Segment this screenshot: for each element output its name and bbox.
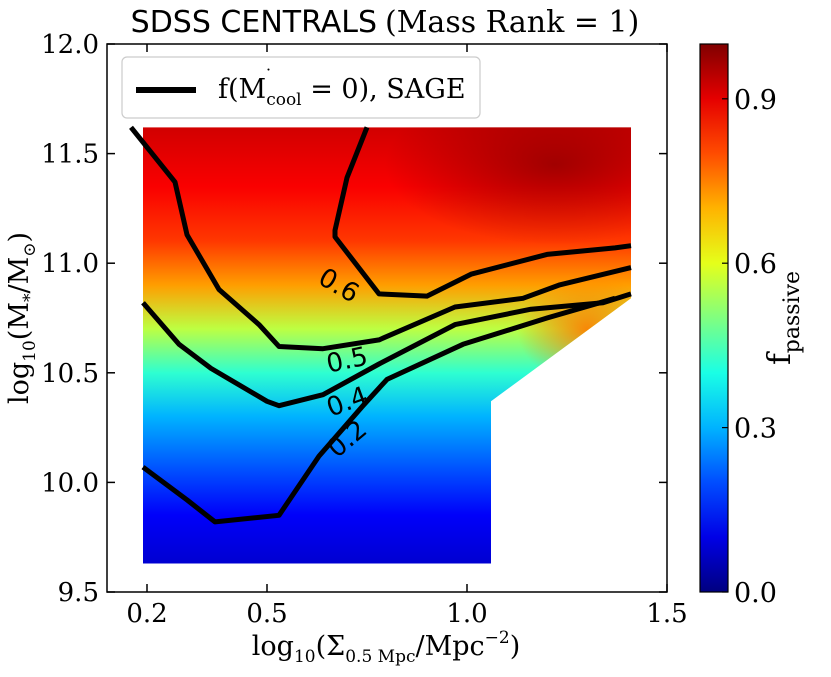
x-tick-label: 1.5 <box>646 599 687 629</box>
x-axis-label: log10(Σ0.5 Mpc/Mpc−2) <box>252 628 520 667</box>
legend: f(Mcool = 0), SAGE ˙ <box>121 56 481 119</box>
y-tick-label: 10.5 <box>41 359 99 389</box>
chart-title: SDSS CENTRALS (Mass Rank = 1) <box>131 5 640 40</box>
contour-lines <box>129 125 632 525</box>
heatmap-area <box>143 127 631 564</box>
colorbar: 0.0 0.3 0.6 0.9 fpassive <box>699 43 805 609</box>
contour-line-0.2 <box>141 295 616 525</box>
colorbar-ticks: 0.0 0.3 0.6 0.9 <box>722 85 777 609</box>
y-tick-label: 9.5 <box>58 578 99 608</box>
colorbar-tick-label: 0.9 <box>734 85 777 116</box>
legend-label: f(Mcool = 0), SAGE <box>218 74 466 110</box>
contour-line-0.6 <box>332 126 632 299</box>
contour-line-0.5 <box>129 125 632 352</box>
colorbar-tick-label: 0.6 <box>734 249 777 280</box>
x-tick-label: 0.2 <box>126 599 167 629</box>
x-tick-label: 0.5 <box>246 599 287 629</box>
x-axis-ticks: 0.2 0.5 1.0 1.5 <box>126 44 688 629</box>
colorbar-label: fpassive <box>760 271 805 365</box>
y-axis-ticks: 9.5 10.0 10.5 11.0 11.5 12.0 <box>41 30 667 608</box>
colorbar-scale <box>699 43 729 593</box>
x-tick-label: 1.0 <box>446 599 487 629</box>
y-tick-label: 10.0 <box>41 468 99 498</box>
colorbar-tick-label: 0.0 <box>734 578 777 609</box>
y-tick-label: 11.5 <box>41 140 99 170</box>
legend-box <box>121 56 481 119</box>
legend-mdot-dot: ˙ <box>264 66 273 87</box>
colorbar-tick-label: 0.3 <box>734 414 777 445</box>
contour-line-0.4 <box>141 291 632 409</box>
y-tick-label: 12.0 <box>41 30 99 60</box>
y-tick-label: 11.0 <box>41 249 99 279</box>
y-axis-label: log10(M*/M⊙) <box>4 232 40 404</box>
plot-frame <box>106 43 668 593</box>
heatmap-dark-red-region <box>385 127 631 245</box>
